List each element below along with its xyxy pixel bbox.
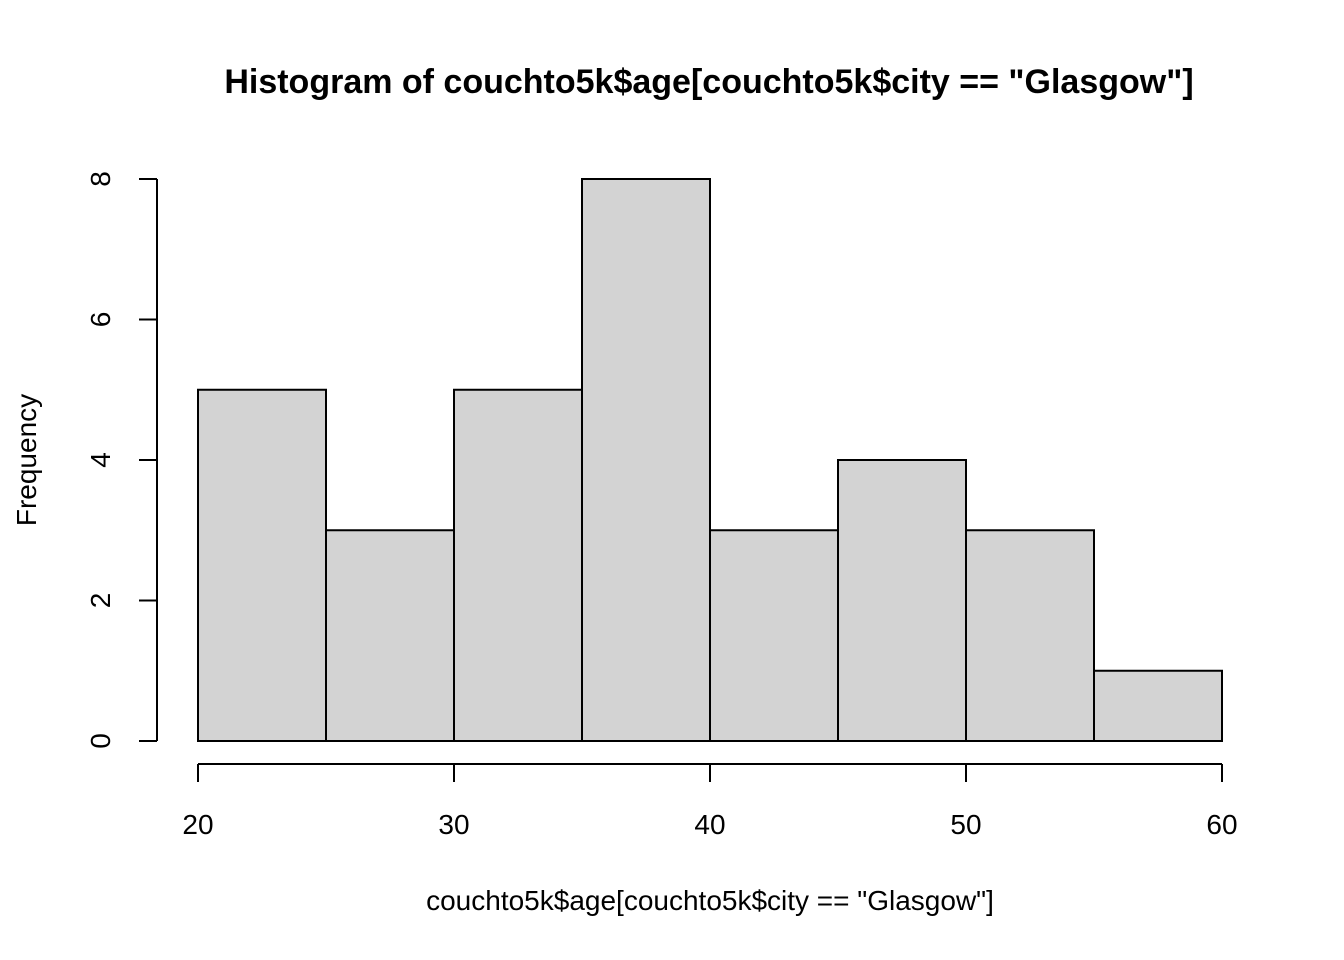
y-tick-label-2: 2 [85,593,116,609]
y-tick-label-4: 4 [85,452,116,468]
y-tick-label-8: 8 [85,171,116,187]
y-ticks-group: 0 2 4 6 8 [85,171,157,749]
y-tick-label-0: 0 [85,733,116,749]
x-tick-label-20: 20 [182,809,213,840]
x-axis-label: couchto5k$age[couchto5k$city == "Glasgow… [426,885,994,916]
histogram-bar-35-40 [581,178,711,742]
x-tick-label-50: 50 [950,809,981,840]
histogram-bar-45-50 [837,459,967,742]
histogram-bar-55-60 [1093,669,1223,742]
histogram-bar-20-25 [197,388,327,742]
y-tick-label-6: 6 [85,312,116,328]
x-tick-label-60: 60 [1206,809,1237,840]
histogram-bar-30-35 [453,388,583,742]
histogram-bar-50-55 [965,529,1095,742]
bars-group [197,178,1223,742]
x-ticks-group: 20 30 40 50 60 [182,764,1238,840]
x-tick-label-40: 40 [694,809,725,840]
x-tick-label-30: 30 [438,809,469,840]
histogram-bar-40-45 [709,529,839,742]
chart-title: Histogram of couchto5k$age[couchto5k$cit… [224,63,1193,101]
y-axis-label: Frequency [11,394,42,526]
histogram-bar-25-30 [325,529,455,742]
